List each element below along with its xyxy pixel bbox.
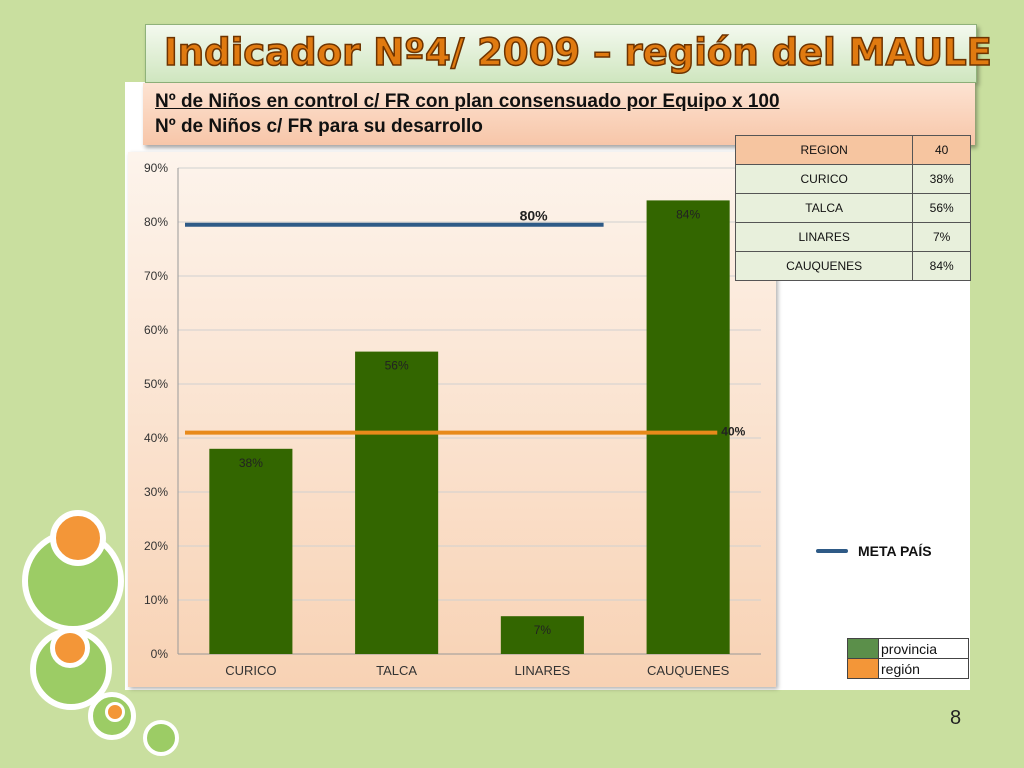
y-tick-label: 80% xyxy=(144,215,168,229)
bar-data-label: 56% xyxy=(385,359,409,373)
region-table-label: LINARES xyxy=(734,222,914,252)
region-table-label: REGION xyxy=(734,135,914,165)
decorative-circle-orange-small xyxy=(50,628,90,668)
bar-data-label: 38% xyxy=(239,456,263,470)
y-tick-label: 50% xyxy=(144,377,168,391)
series-legend: provincia región xyxy=(847,638,969,679)
region-table-value: 56% xyxy=(912,193,971,223)
y-tick-label: 30% xyxy=(144,485,168,499)
legend-label-provincia: provincia xyxy=(878,638,969,659)
legend-label-region: región xyxy=(878,658,969,679)
region-table-value: 38% xyxy=(912,164,971,194)
bar xyxy=(646,200,730,654)
region-table-row: TALCA 56% xyxy=(734,193,971,223)
decorative-circle-tiny xyxy=(143,720,179,756)
formula-box: Nº de Niños en control c/ FR con plan co… xyxy=(143,83,975,145)
x-tick-label: CAUQUENES xyxy=(647,663,730,678)
meta-pais-legend: META PAÍS xyxy=(816,541,956,561)
formula-numerator: Nº de Niños en control c/ FR con plan co… xyxy=(155,91,780,112)
decorative-circle-orange xyxy=(50,510,106,566)
bar-chart: 0% 10% 20% 30% 40% 50% 60% 70% 80% 90% 38% CURICO 56… xyxy=(144,161,761,678)
decorative-circle-tiny-orange xyxy=(105,702,125,722)
meta-pais-legend-line xyxy=(816,549,848,553)
region-table-row: CURICO 38% xyxy=(734,164,971,194)
region-table: REGION 40 CURICO 38% TALCA 56% LINARES 7% CAUQUE… xyxy=(734,135,971,281)
x-tick-label: TALCA xyxy=(376,663,417,678)
legend-swatch-provincia xyxy=(847,638,879,659)
y-tick-label: 40% xyxy=(144,431,168,445)
bar xyxy=(500,616,584,654)
y-tick-label: 20% xyxy=(144,539,168,553)
region-table-value: 40 xyxy=(912,135,971,165)
region-table-label: TALCA xyxy=(734,193,914,223)
y-tick-label: 10% xyxy=(144,593,168,607)
y-tick-label: 70% xyxy=(144,269,168,283)
x-tick-label: CURICO xyxy=(225,663,276,678)
bar-data-label: 84% xyxy=(676,207,700,221)
x-tick-label: LINARES xyxy=(515,663,571,678)
bar xyxy=(355,351,439,654)
y-tick-label: 90% xyxy=(144,161,168,175)
chart-area: 0% 10% 20% 30% 40% 50% 60% 70% 80% 90% 38% CURICO 56… xyxy=(128,152,776,687)
y-tick-label: 0% xyxy=(151,647,169,661)
meta-pais-legend-label: META PAÍS xyxy=(858,543,932,559)
region-table-value: 7% xyxy=(912,222,971,252)
legend-row-provincia: provincia xyxy=(847,638,969,659)
formula-denominator: Nº de Niños c/ FR para su desarrollo xyxy=(155,116,483,137)
region-table-label: CURICO xyxy=(734,164,914,194)
region-line-label: 40% xyxy=(721,425,745,439)
title-box: Indicador Nº4/ 2009 – región del MAULE xyxy=(145,24,993,83)
region-table-row: REGION 40 xyxy=(734,135,971,165)
region-table-row: CAUQUENES 84% xyxy=(734,251,971,281)
y-tick-label: 60% xyxy=(144,323,168,337)
bar xyxy=(209,448,293,654)
legend-row-region: región xyxy=(847,658,969,679)
page-number: 8 xyxy=(950,707,962,729)
region-table-label: CAUQUENES xyxy=(734,251,914,281)
region-table-value: 84% xyxy=(912,251,971,281)
legend-swatch-region xyxy=(847,658,879,679)
meta-pais-line-label: 80% xyxy=(520,208,549,224)
page-title: Indicador Nº4/ 2009 – región del MAULE xyxy=(163,30,992,75)
region-table-row: LINARES 7% xyxy=(734,222,971,252)
bar-data-label: 7% xyxy=(534,623,552,637)
